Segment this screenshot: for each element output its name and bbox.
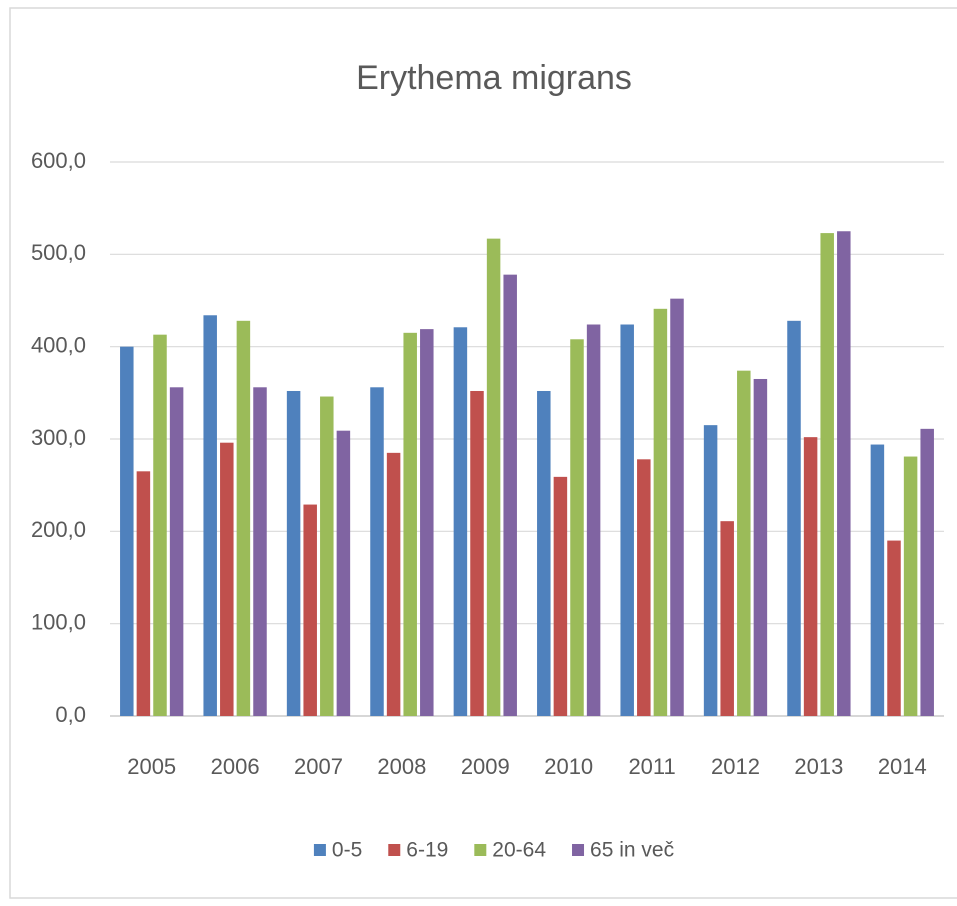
legend-label: 6-19 [406, 839, 448, 862]
y-tick-label: 500,0 [31, 240, 86, 265]
x-tick-label: 2014 [878, 754, 927, 779]
x-tick-label: 2006 [211, 754, 260, 779]
y-tick-label: 100,0 [31, 609, 86, 634]
bar [453, 327, 468, 716]
y-tick-label: 0,0 [55, 702, 86, 727]
bar [403, 332, 417, 716]
bar [503, 274, 517, 716]
x-tick-label: 2005 [127, 754, 176, 779]
chart-title: Erythema migrans [356, 59, 632, 97]
y-tick-label: 400,0 [31, 332, 86, 357]
bar [837, 231, 851, 716]
bar [586, 324, 601, 716]
x-tick-label: 2007 [294, 754, 343, 779]
bar [336, 430, 351, 716]
bar [570, 339, 584, 716]
legend-swatch [474, 844, 487, 856]
legend-swatch [388, 844, 401, 856]
x-tick-label: 2012 [711, 754, 760, 779]
bar [737, 370, 751, 716]
bar [470, 390, 484, 716]
bar [870, 444, 885, 716]
bar [220, 442, 234, 716]
y-tick-label: 300,0 [31, 425, 86, 450]
bar [169, 387, 184, 716]
bar [920, 428, 934, 716]
bar [153, 334, 167, 716]
bar [720, 521, 734, 716]
bar [303, 504, 317, 716]
bar [703, 425, 718, 716]
y-tick-label: 600,0 [31, 148, 86, 173]
bar [203, 315, 217, 716]
bar [620, 324, 634, 716]
legend-label: 20-64 [492, 839, 546, 862]
bar [637, 459, 651, 716]
bar [803, 437, 818, 716]
bar [670, 298, 684, 716]
bar [486, 238, 501, 717]
x-tick-label: 2008 [377, 754, 426, 779]
bar [887, 540, 901, 716]
bar [370, 387, 384, 716]
x-tick-label: 2013 [794, 754, 843, 779]
bar [420, 329, 434, 716]
bar [903, 456, 918, 716]
bar [253, 387, 267, 716]
x-tick-label: 2010 [544, 754, 593, 779]
bar [537, 390, 551, 716]
bar [753, 378, 768, 716]
bar [386, 452, 401, 716]
bar [820, 233, 834, 716]
legend-label: 0-5 [332, 839, 362, 862]
x-tick-label: 2009 [461, 754, 510, 779]
bar [236, 320, 251, 716]
bar [320, 396, 334, 716]
legend-swatch [572, 844, 585, 856]
bar [553, 476, 568, 716]
bar [286, 390, 301, 716]
legend-swatch [313, 844, 326, 856]
bar [787, 320, 801, 716]
legend-label: 65 in več [590, 839, 674, 862]
bar [136, 471, 151, 716]
x-tick-label: 2011 [628, 754, 675, 779]
bar [653, 308, 668, 716]
bar [120, 346, 134, 716]
y-tick-label: 200,0 [31, 517, 86, 542]
